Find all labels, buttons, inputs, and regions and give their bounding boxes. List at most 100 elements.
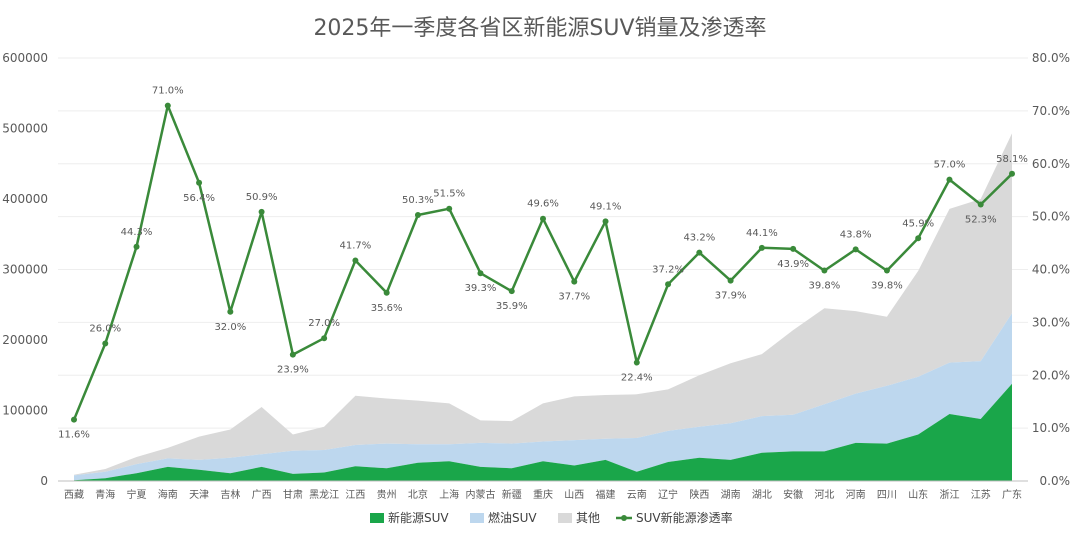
data-label: 37.2% (652, 264, 684, 275)
y-left-tick-label: 400000 (2, 192, 48, 206)
x-tick-label: 新疆 (502, 488, 522, 501)
penetration-point (383, 289, 390, 296)
data-label: 71.0% (152, 86, 184, 97)
x-tick-label: 福建 (596, 488, 616, 501)
label-layer: 11.6% 26.0% 44.3% 71.0% 56.4% 32.0% 50.9% 23.9%… (58, 86, 1028, 441)
data-label: 23.9% (277, 365, 309, 376)
penetration-point (133, 243, 140, 250)
data-label: 22.4% (621, 373, 653, 384)
x-tick-label: 青海 (95, 488, 115, 501)
y-right-tick-label: 60.0% (1032, 157, 1070, 171)
data-label: 56.4% (183, 193, 215, 204)
penetration-point (915, 235, 922, 242)
x-tick-label: 山东 (908, 488, 928, 501)
legend-item: SUV新能源渗透率 (616, 510, 733, 525)
data-label: 44.1% (746, 228, 778, 239)
data-label: 37.9% (715, 291, 747, 302)
y-left-tick-label: 600000 (2, 51, 48, 65)
legend-label: 其他 (576, 511, 600, 525)
data-label: 58.1% (996, 154, 1028, 165)
data-label: 52.3% (965, 214, 997, 225)
penetration-point (540, 215, 546, 222)
x-tick-label: 湖北 (752, 489, 772, 501)
x-tick-label: 江苏 (971, 488, 991, 501)
penetration-point (227, 308, 234, 315)
penetration-point (71, 416, 77, 423)
data-label: 11.6% (58, 430, 90, 441)
x-tick-label: 湖南 (721, 488, 741, 501)
data-label: 43.8% (840, 229, 872, 240)
penetration-point (102, 340, 109, 347)
x-tick-label: 云南 (627, 488, 647, 501)
legend-label: 燃油SUV (488, 510, 537, 525)
y-left-tick-label: 500000 (2, 122, 48, 136)
penetration-point (196, 179, 203, 186)
x-tick-label: 四川 (877, 490, 897, 501)
penetration-point (477, 270, 484, 277)
legend-swatch (558, 513, 572, 523)
data-label: 45.9% (902, 218, 934, 229)
x-tick-label: 河北 (814, 489, 834, 501)
data-label: 37.7% (558, 292, 590, 303)
x-tick-label: 黑龙江 (309, 488, 339, 501)
legend-item: 其他 (558, 511, 600, 525)
x-tick-label: 重庆 (533, 488, 553, 501)
penetration-point (414, 212, 421, 219)
penetration-point (1009, 170, 1015, 177)
area-layer (74, 133, 1012, 481)
data-label: 39.8% (871, 281, 903, 292)
data-label: 49.1% (590, 201, 622, 212)
penetration-point (790, 245, 797, 252)
area-燃油SUV (74, 313, 1012, 481)
data-label: 43.9% (777, 259, 809, 270)
data-label: 35.9% (496, 301, 528, 312)
x-tick-label: 海南 (158, 488, 178, 501)
penetration-point (665, 281, 672, 288)
data-label: 35.6% (371, 303, 403, 314)
penetration-point (352, 257, 359, 264)
legend-layer: 新能源SUV 燃油SUV 其他 SUV新能源渗透率 (370, 510, 733, 525)
penetration-point (852, 246, 859, 253)
x-tick-label: 山西 (564, 489, 584, 501)
y-left-tick-label: 100000 (2, 404, 48, 418)
data-label: 32.0% (214, 322, 246, 333)
y-left-tick-label: 200000 (2, 333, 48, 347)
data-label: 39.3% (465, 283, 497, 294)
data-label: 27.0% (308, 318, 340, 329)
legend-item: 燃油SUV (470, 510, 537, 525)
legend-item: 新能源SUV (370, 510, 449, 525)
penetration-point (633, 359, 640, 366)
penetration-point (508, 288, 515, 295)
penetration-point (696, 249, 703, 256)
x-tick-label: 河南 (846, 488, 866, 501)
data-label: 43.2% (683, 233, 715, 244)
legend-label: 新能源SUV (388, 510, 449, 525)
penetration-point (727, 277, 734, 284)
x-tick-label: 浙江 (939, 489, 959, 501)
x-tick-label: 宁夏 (127, 488, 147, 501)
x-tick-label: 西藏 (64, 489, 84, 501)
data-label: 41.7% (340, 241, 372, 252)
x-tick-label: 吉林 (220, 488, 240, 501)
x-tick-label: 贵州 (377, 488, 397, 501)
penetration-point (602, 218, 609, 225)
penetration-point (321, 335, 328, 342)
penetration-point (289, 351, 296, 358)
area-新能源SUV (74, 383, 1012, 481)
penetration-point (571, 278, 578, 285)
x-tick-label: 安徽 (783, 488, 803, 501)
penetration-point (946, 176, 953, 183)
legend-swatch-marker (621, 515, 627, 521)
y-right-tick-label: 80.0% (1032, 51, 1070, 65)
data-label: 39.8% (809, 281, 841, 292)
y-left-tick-label: 0 (40, 474, 48, 488)
y-right-tick-label: 10.0% (1032, 421, 1070, 435)
penetration-point (164, 102, 171, 109)
penetration-point (446, 205, 453, 212)
x-tick-label: 甘肃 (283, 488, 303, 501)
x-tick-label: 陕西 (689, 488, 709, 501)
x-tick-label: 广东 (1002, 488, 1022, 501)
y-left-tick-label: 300000 (2, 263, 48, 277)
penetration-point (258, 208, 265, 215)
data-label: 57.0% (934, 160, 966, 171)
